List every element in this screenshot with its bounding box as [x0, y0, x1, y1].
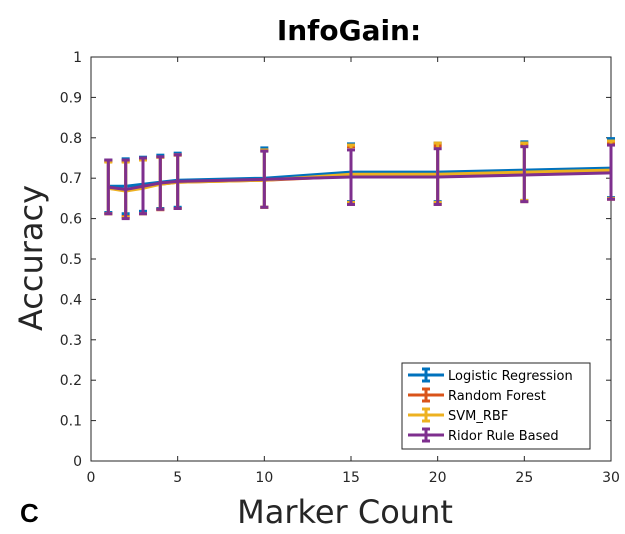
legend-label: SVM_RBF	[448, 409, 508, 424]
x-tick-label: 20	[429, 470, 447, 486]
y-axis-label: Accuracy	[12, 185, 50, 331]
y-tick-label: 1	[73, 50, 82, 66]
legend: Logistic Regression Random Forest SVM_RBF R…	[401, 362, 591, 450]
series-line	[108, 171, 612, 192]
y-tick-label: 0.8	[60, 131, 82, 147]
x-axis-label: Marker Count	[237, 493, 453, 531]
legend-label: Ridor Rule Based	[448, 429, 559, 444]
chart-title: InfoGain:	[277, 14, 421, 47]
x-tick-label: 5	[173, 470, 182, 486]
x-tick-label: 25	[515, 470, 533, 486]
panel-letter: C	[20, 498, 39, 528]
y-tick-label: 0.5	[60, 252, 82, 268]
y-tick-label: 0	[73, 454, 82, 470]
y-tick-label: 0.6	[60, 212, 82, 228]
y-tick-label: 0.2	[60, 373, 82, 389]
x-tick-label: 30	[602, 470, 620, 486]
y-tick-label: 0.3	[60, 333, 82, 349]
y-tick-label: 0.7	[60, 171, 82, 187]
y-tick-label: 0.4	[60, 292, 82, 308]
x-tick-label: 0	[87, 470, 96, 486]
x-tick-label: 15	[342, 470, 360, 486]
x-tick-label: 10	[255, 470, 273, 486]
series-ridor-rule-based	[104, 143, 615, 221]
y-tick-label: 0.1	[60, 414, 82, 430]
legend-label: Random Forest	[448, 389, 546, 404]
y-tick-label: 0.9	[60, 90, 82, 106]
legend-label: Logistic Regression	[448, 369, 573, 384]
